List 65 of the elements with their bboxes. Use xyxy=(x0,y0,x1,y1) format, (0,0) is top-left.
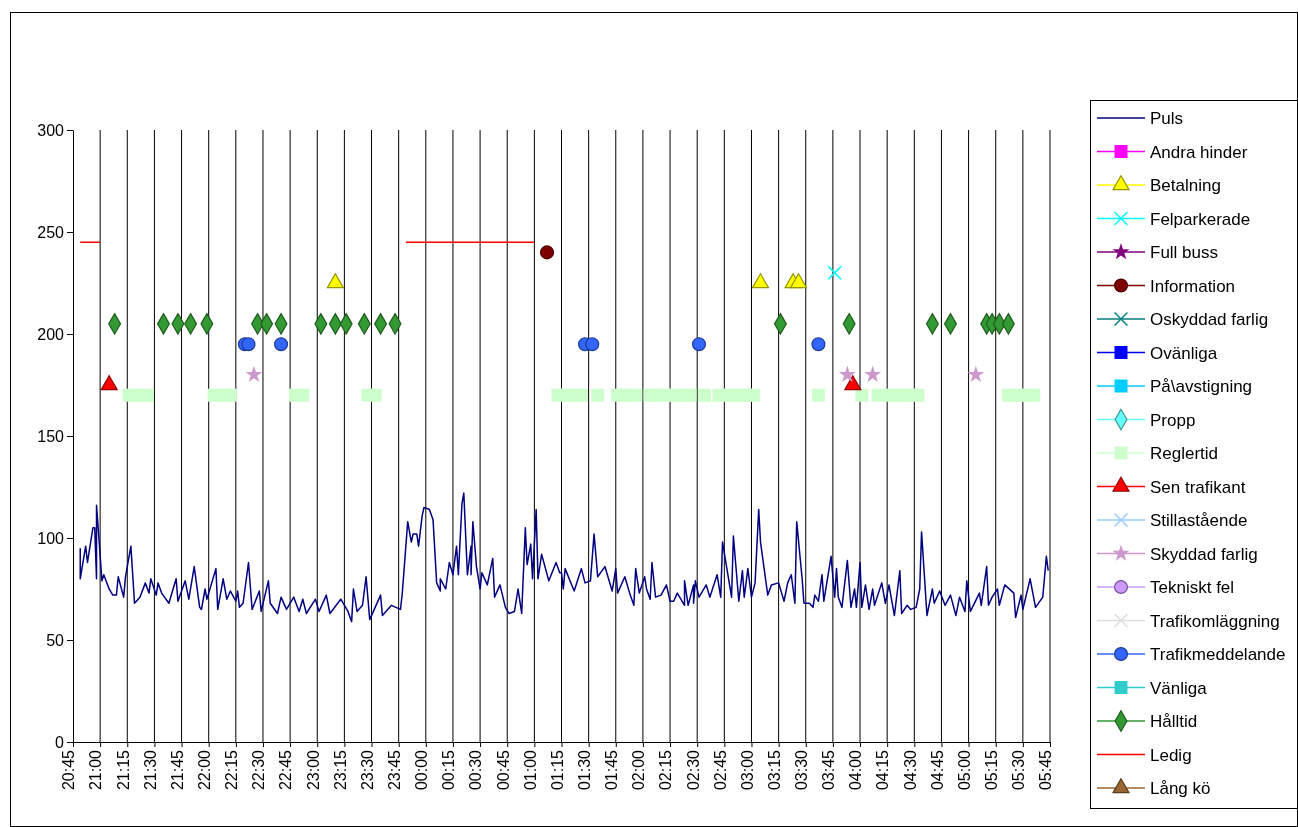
x-tick-label: 00:30 xyxy=(467,749,485,791)
x-tick-label: 02:00 xyxy=(630,749,648,791)
x-tick-label: 05:30 xyxy=(1010,749,1028,791)
legend-label: Propp xyxy=(1150,410,1196,430)
x-tick-label: 04:30 xyxy=(901,749,919,791)
legend-label: På\avstigning xyxy=(1150,377,1253,396)
legend-label: Trafikmeddelande xyxy=(1150,645,1286,664)
x-tick-label: 01:15 xyxy=(548,749,566,791)
legend-label: Information xyxy=(1150,276,1236,296)
legend-label: Lång kö xyxy=(1150,779,1211,798)
legend-label: Stillastående xyxy=(1150,511,1248,530)
x-tick-label: 02:15 xyxy=(657,749,675,791)
x-tick-label: 22:45 xyxy=(277,749,295,791)
x-tick-label: 23:00 xyxy=(304,749,322,791)
x-tick-label: 04:00 xyxy=(847,749,865,791)
y-tick-label: 150 xyxy=(37,427,65,445)
legend-label: Trafikomläggning xyxy=(1150,611,1280,631)
x-tick-label: 23:15 xyxy=(331,749,349,791)
y-tick-label: 100 xyxy=(37,529,65,547)
legend-label: Ledig xyxy=(1150,745,1192,765)
legend-label: Betalning xyxy=(1150,176,1221,195)
legend-label: Oskyddad farlig xyxy=(1150,310,1269,329)
y-tick-label: 300 xyxy=(37,121,65,139)
x-tick-label: 03:45 xyxy=(820,749,838,791)
x-tick-label: 00:15 xyxy=(440,749,458,791)
x-tick-label: 23:30 xyxy=(358,749,376,791)
legend-label: Sen trafikant xyxy=(1150,477,1246,497)
x-tick-label: 20:45 xyxy=(60,749,78,791)
x-tick-label: 23:45 xyxy=(385,749,403,791)
legend-label: Full buss xyxy=(1150,243,1219,262)
x-tick-label: 01:45 xyxy=(603,749,621,791)
x-tick-label: 03:30 xyxy=(793,749,811,791)
x-tick-label: 02:30 xyxy=(684,749,702,791)
x-tick-label: 05:15 xyxy=(983,749,1001,791)
x-tick-label: 02:45 xyxy=(711,749,729,791)
x-tick-label: 22:00 xyxy=(195,749,213,791)
legend-label: Hålltid xyxy=(1150,712,1198,731)
y-tick-label: 200 xyxy=(37,325,65,343)
legend-label: Puls xyxy=(1150,109,1184,128)
x-tick-label: 00:45 xyxy=(494,749,512,791)
legend-label: Skyddad farlig xyxy=(1150,544,1258,564)
y-tick-label: 50 xyxy=(46,631,65,649)
x-tick-label: 21:15 xyxy=(114,749,132,791)
x-tick-label: 05:45 xyxy=(1037,749,1055,791)
y-tick-label: 250 xyxy=(37,223,65,241)
x-tick-label: 21:30 xyxy=(141,749,159,791)
legend-label: Vänliga xyxy=(1150,678,1208,698)
x-tick-label: 22:15 xyxy=(223,749,241,791)
legend-label: Felparkerade xyxy=(1150,209,1251,229)
x-tick-label: 21:00 xyxy=(87,749,105,791)
x-tick-label: 22:30 xyxy=(250,749,268,791)
legend-label: Ovänliga xyxy=(1150,343,1218,363)
x-tick-label: 05:00 xyxy=(955,749,973,791)
x-tick-label: 01:00 xyxy=(521,749,539,791)
x-tick-label: 01:30 xyxy=(575,749,593,791)
x-tick-label: 03:00 xyxy=(738,749,756,791)
legend-label: Reglertid xyxy=(1150,444,1219,463)
x-tick-label: 21:45 xyxy=(168,749,186,791)
legend-label: Andra hinder xyxy=(1150,142,1248,162)
x-tick-label: 03:15 xyxy=(765,749,783,791)
x-tick-label: 04:15 xyxy=(874,749,892,791)
x-tick-label: 04:45 xyxy=(928,749,946,791)
legend-label: Tekniskt fel xyxy=(1150,578,1235,597)
y-tick-label: 0 xyxy=(55,733,65,751)
x-tick-label: 00:00 xyxy=(413,749,431,791)
